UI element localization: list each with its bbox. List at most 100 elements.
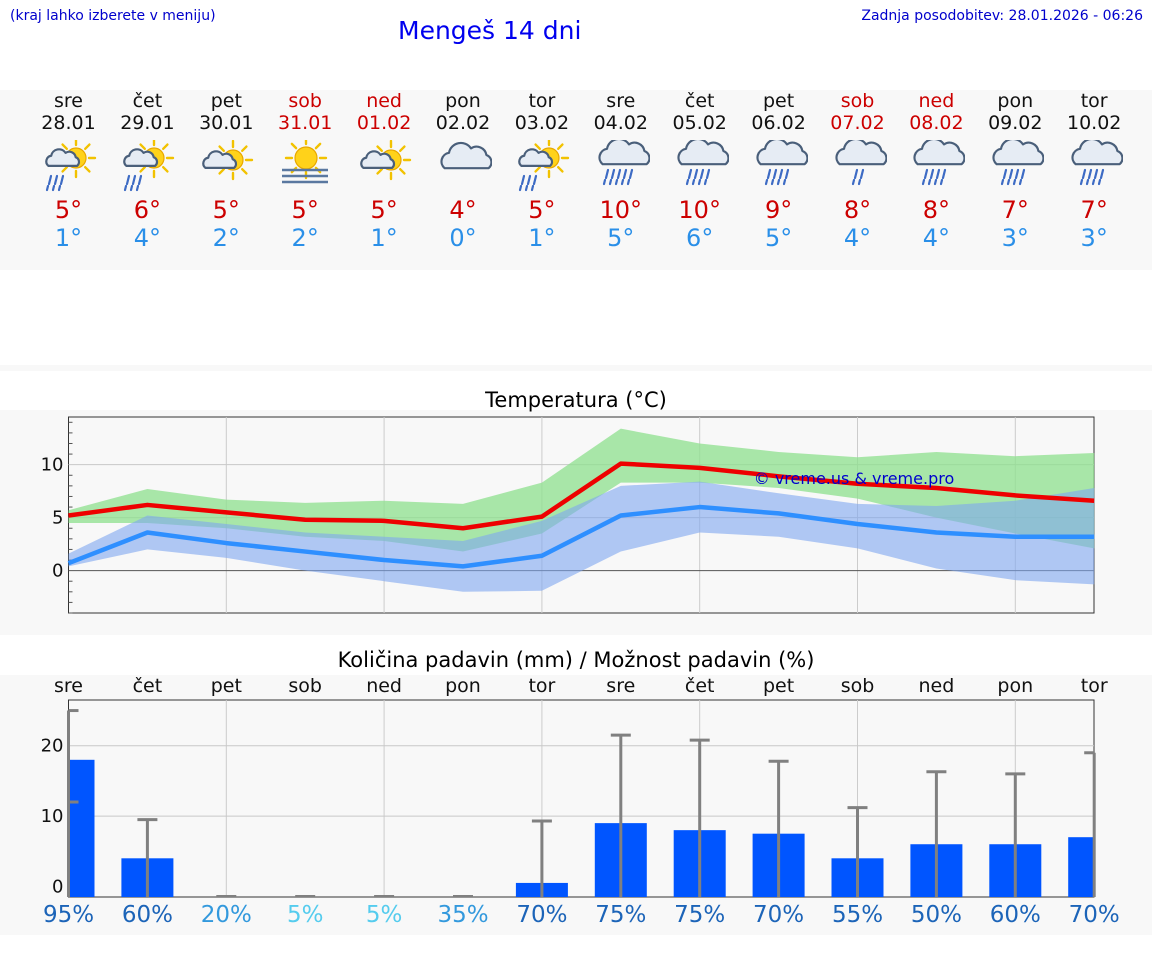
cloud-rain-icon <box>992 140 1045 186</box>
day-name: tor <box>1080 90 1108 112</box>
day-name: ned <box>366 90 402 112</box>
precip-chance-label: 75% <box>595 902 647 928</box>
precipitation-chart: sre čet pet sob ned pon tor sre čet pet sob ned pon t… <box>41 675 1108 898</box>
y-tick-label: 0 <box>52 876 63 897</box>
forecast-day: pet 30.01 5° 2° <box>187 90 265 252</box>
temp-min: 1° <box>528 224 556 252</box>
temp-max: 5° <box>54 196 83 224</box>
forecast-day: pon 02.02 4° 0° <box>424 90 502 252</box>
day-date: 30.01 <box>199 112 254 134</box>
sun-fog-icon <box>282 140 329 184</box>
day-date: 05.02 <box>672 112 727 134</box>
y-tick-label: 10 <box>41 455 64 476</box>
precip-chance-label: 35% <box>437 902 489 928</box>
precip-chance-label: 95% <box>42 902 95 928</box>
forecast-day: tor 10.02 7° 3° <box>1055 90 1133 252</box>
sun-cloud-rain-icon <box>518 140 570 192</box>
precip-chart-title: Količina padavin (mm) / Možnost padavin … <box>337 648 815 672</box>
sun-cloud-icon <box>360 140 412 181</box>
temp-max: 4° <box>449 196 477 224</box>
temp-min: 5° <box>607 224 635 252</box>
day-date: 28.01 <box>41 112 96 134</box>
day-date: 02.02 <box>435 112 491 134</box>
page-title: Mengeš 14 dni <box>398 16 582 45</box>
day-name: čet <box>132 90 163 112</box>
temp-max: 6° <box>133 196 162 224</box>
day-name: ned <box>918 90 955 112</box>
temp-max: 7° <box>1080 196 1108 224</box>
cloud-rain-icon <box>1071 140 1124 186</box>
temp-min: 1° <box>370 224 398 252</box>
temp-min: 2° <box>212 224 240 252</box>
day-date: 07.02 <box>830 112 885 134</box>
precip-chance-label: 70% <box>1068 902 1120 928</box>
y-tick-label: 0 <box>52 561 63 582</box>
day-name: sob <box>288 90 322 112</box>
temp-max: 5° <box>528 196 556 224</box>
y-tick-label: 20 <box>41 736 64 757</box>
forecast-day: sob 07.02 8° 4° <box>819 90 897 252</box>
location-hint: (kraj lahko izberete v meniju) <box>10 8 216 24</box>
forecast-day: sob 31.01 5° 2° <box>266 90 344 252</box>
min-temp-line <box>67 504 1095 569</box>
temp-min: 3° <box>1001 224 1029 252</box>
temp-min: 4° <box>922 224 951 252</box>
day-label: sob <box>288 675 322 697</box>
temp-min: 1° <box>54 224 83 252</box>
day-name: sob <box>840 90 875 112</box>
precip-chance-label: 60% <box>989 902 1041 928</box>
temp-max: 9° <box>764 196 793 224</box>
precip-chance-label: 20% <box>200 902 252 928</box>
day-date: 01.02 <box>356 112 412 134</box>
day-name: tor <box>528 90 556 112</box>
cloud-rain-icon <box>913 140 966 186</box>
temp-max: 5° <box>212 196 240 224</box>
day-name: sre <box>54 90 83 112</box>
day-name: čet <box>684 90 715 112</box>
cloud-rain-icon <box>677 140 729 186</box>
precip-bar <box>1068 837 1094 897</box>
sun-cloud-rain-icon <box>44 140 96 192</box>
temperature-chart-title: Temperatura (°C) <box>485 388 667 412</box>
precip-chance-label: 5% <box>365 902 403 928</box>
day-label: pet <box>763 675 794 697</box>
precip-chance-label: 60% <box>121 902 173 928</box>
sun-cloud-icon <box>202 140 254 181</box>
day-label: ned <box>919 675 955 697</box>
temp-max: 7° <box>1001 196 1029 224</box>
forecast-day: ned 01.02 5° 1° <box>345 90 423 252</box>
last-updated: Zadnja posodobitev: 28.01.2026 - 06:26 <box>861 8 1143 24</box>
day-date: 10.02 <box>1066 112 1122 134</box>
precip-chance-label: 70% <box>516 902 568 928</box>
forecast-day: sre 04.02 10° 5° <box>582 90 660 252</box>
y-tick-label: 10 <box>41 806 64 827</box>
day-date: 04.02 <box>593 112 648 134</box>
day-label: sob <box>841 675 875 697</box>
day-label: ned <box>366 675 402 697</box>
forecast-day: čet 29.01 6° 4° <box>108 90 186 252</box>
day-label: čet <box>685 675 715 697</box>
forecast-strip-bg <box>0 90 1152 270</box>
temp-min: 4° <box>843 224 872 252</box>
precip-chance-label: 75% <box>674 902 726 928</box>
temp-max: 8° <box>843 196 872 224</box>
day-name: pet <box>762 90 795 112</box>
day-date: 06.02 <box>751 112 806 134</box>
max-temp-line <box>68 461 1095 531</box>
temp-max: 8° <box>922 196 951 224</box>
day-label: pon <box>445 675 481 697</box>
precip-chance-label: 5% <box>286 902 324 928</box>
temperature-chart: 0 5 10 © vreme.us & vreme.pro <box>41 416 1095 614</box>
day-label: sre <box>606 675 635 697</box>
day-name: pon <box>997 90 1034 112</box>
temp-min: 2° <box>291 224 319 252</box>
temp-min: 6° <box>686 224 714 252</box>
forecast-strip: sre 28.01 5° 1° čet 29.01 6° 4° pet 30.01 5° 2° s… <box>0 90 1152 270</box>
day-label: čet <box>133 675 163 697</box>
temp-max: 5° <box>370 196 398 224</box>
day-date: 08.02 <box>909 112 964 134</box>
forecast-day: sre 28.01 5° 1° <box>30 90 108 252</box>
forecast-day: ned 08.02 8° 4° <box>897 90 975 252</box>
temp-max: 10° <box>678 196 721 224</box>
day-label: pon <box>997 675 1033 697</box>
